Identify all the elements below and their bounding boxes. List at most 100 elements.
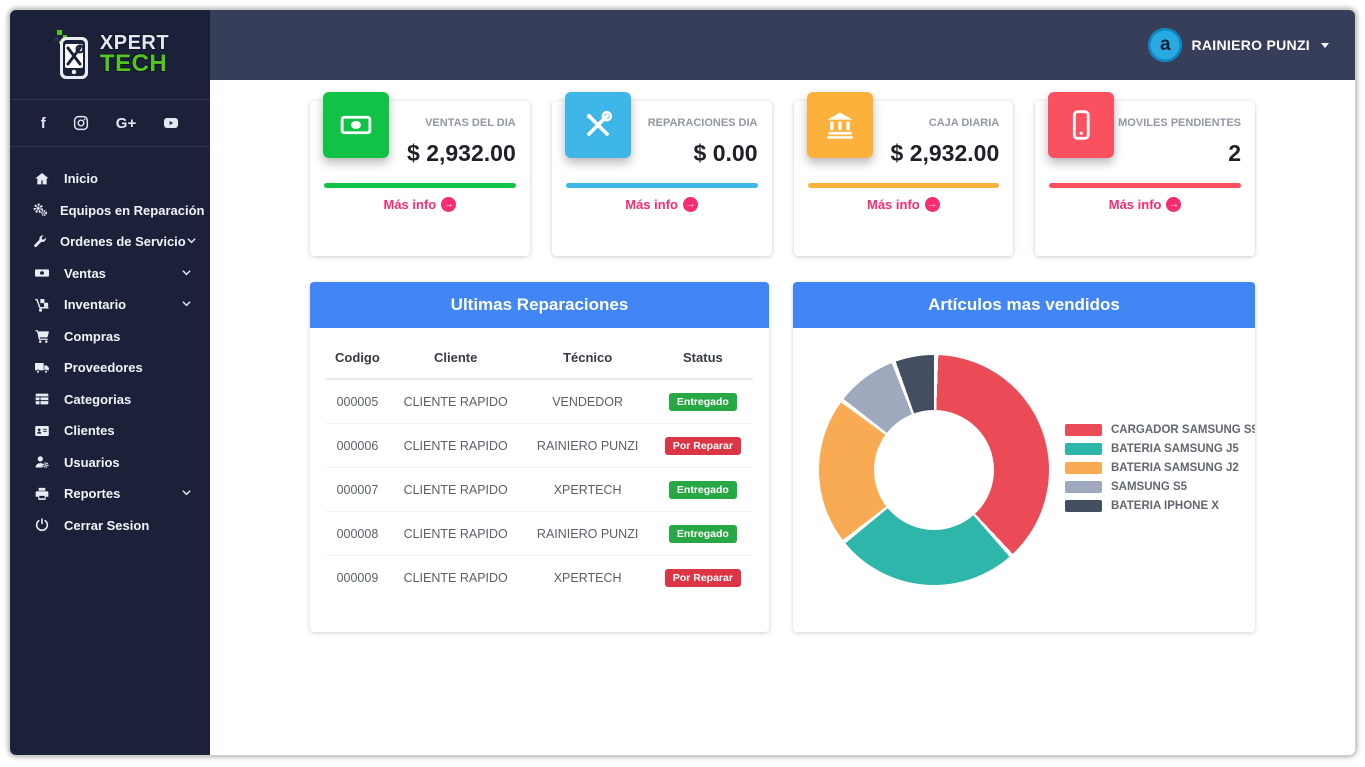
mobile-icon [1048,92,1115,158]
sidebar-item-categorias[interactable]: Categorias [10,384,210,416]
column-header: Técnico [522,337,653,380]
panel-title: Ultimas Reparaciones [310,282,769,328]
stat-accent-bar [565,183,758,188]
avatar: a [1148,28,1183,62]
sidebar-item-clientes[interactable]: Clientes [10,415,210,447]
gears-icon [32,202,48,218]
stat-value: 2 [1228,140,1241,166]
table-row: 000008 CLIENTE RAPIDO RAINIERO PUNZI Ent… [326,511,753,556]
status-badge: Entregado [668,524,737,543]
sidebar-item-inicio[interactable]: Inicio [10,163,210,195]
legend-item[interactable]: BATERIA SAMSUNG J2 [1065,462,1255,474]
legend-item[interactable]: BATERIA SAMSUNG J5 [1065,443,1255,455]
sidebar-item-usuarios[interactable]: Usuarios [10,447,210,479]
more-info-link[interactable]: Más info → [552,197,772,212]
brand-line-1: XPERT [99,32,170,55]
status-badge: Por Reparar [664,568,741,587]
top-navbar: a RAINIERO PUNZI [210,10,1355,80]
sidebar-item-cerrar-sesion[interactable]: Cerrar Sesion [10,510,210,542]
more-info-link[interactable]: Más info → [794,197,1014,212]
stat-value: $ 2,932.00 [890,140,1000,166]
money-bill-icon [323,92,389,158]
stat-card-moviles-pendientes: MOVILES PENDIENTES 2 Más info → [1035,92,1255,256]
chevron-down-icon [181,297,192,312]
sidebar-item-compras[interactable]: Compras [10,321,210,353]
phone-tools-logo-icon [53,29,88,79]
table-row: 000007 CLIENTE RAPIDO XPERTECH Entregado [326,467,753,512]
money-bill-icon [32,265,52,281]
stat-value: $ 2,932.00 [407,140,516,166]
truck-icon [32,360,52,376]
stat-label: REPARACIONES DIA [647,117,758,129]
stat-accent-bar [1049,183,1241,188]
legend-item[interactable]: CARGADOR SAMSUNG S9 [1065,424,1255,436]
sidebar-item-ventas[interactable]: Ventas [10,258,210,290]
sidebar-item-proveedores[interactable]: Proveedores [10,352,210,384]
youtube-icon[interactable] [163,115,179,131]
table-row: 000009 CLIENTE RAPIDO XPERTECH Por Repar… [326,555,753,599]
widgets-row: Ultimas Reparaciones Codigo Cliente Técn… [310,282,1255,632]
stat-label: MOVILES PENDIENTES [1118,117,1241,129]
stats-row: VENTAS DEL DIA $ 2,932.00 Más info → REP… [310,92,1255,256]
arrow-right-circle-icon: → [924,197,940,212]
legend-swatch [1065,481,1102,493]
stat-accent-bar [807,183,1000,188]
user-name: RAINIERO PUNZI [1191,37,1310,53]
power-icon [32,517,52,533]
stat-card-caja-diaria: CAJA DIARIA $ 2,932.00 Más info → [793,92,1014,256]
arrow-right-circle-icon: → [441,197,457,212]
chevron-down-icon [186,234,197,249]
legend-item[interactable]: SAMSUNG S5 [1065,481,1255,493]
stat-label: VENTAS DEL DIA [425,117,516,129]
home-icon [32,171,52,187]
status-badge: Entregado [668,480,737,499]
page-content: VENTAS DEL DIA $ 2,932.00 Más info → REP… [210,80,1355,755]
chevron-down-icon [181,266,192,281]
legend-swatch [1065,500,1102,512]
sidebar-item-reportes[interactable]: Reportes [10,478,210,510]
status-badge: Entregado [668,392,737,411]
facebook-icon[interactable]: f [40,114,46,132]
social-links: f G+ [10,100,210,147]
legend-swatch [1065,443,1102,455]
stat-card-reparaciones-dia: REPARACIONES DIA $ 0.00 Más info → [551,92,772,256]
chevron-down-icon [181,486,192,501]
tools-icon [564,92,631,158]
more-info-link[interactable]: Más info → [310,197,530,212]
more-info-link[interactable]: Más info → [1035,197,1255,212]
wrench-icon [32,234,48,250]
printer-icon [32,486,52,502]
sidebar: XPERT TECH f G+ Inicio Equipos en Repara… [10,10,210,755]
table-row: 000006 CLIENTE RAPIDO RAINIERO PUNZI Por… [326,423,753,468]
column-header: Codigo [326,337,389,380]
brand-text: XPERT TECH [99,32,170,77]
instagram-icon[interactable] [73,115,89,131]
legend-swatch [1065,462,1102,474]
sidebar-item-inventario[interactable]: Inventario [10,289,210,321]
articulos-mas-vendidos-panel: Artículos mas vendidos CARGADOR SAMSUNG … [793,282,1255,632]
stat-value: $ 0.00 [693,140,758,166]
brand-logo[interactable]: XPERT TECH [10,10,210,100]
sidebar-menu: Inicio Equipos en Reparación Ordenes de … [10,147,210,557]
chart-legend: CARGADOR SAMSUNG S9 BATERIA SAMSUNG J5 B… [1065,424,1255,519]
main-area: a RAINIERO PUNZI VENTAS DEL DIA $ 2,932.… [210,10,1355,755]
bank-icon [806,92,873,158]
legend-swatch [1065,424,1102,436]
stat-card-ventas-del-dia: VENTAS DEL DIA $ 2,932.00 Más info → [310,92,530,256]
app-window: XPERT TECH f G+ Inicio Equipos en Repara… [9,9,1356,756]
dolly-icon [32,297,52,313]
user-gear-icon [32,454,52,470]
donut-chart [819,355,1049,585]
arrow-right-circle-icon: → [682,197,698,212]
sidebar-item-ordenes-de-servicio[interactable]: Ordenes de Servicio [10,226,210,258]
legend-item[interactable]: BATERIA IPHONE X [1065,500,1255,512]
cart-icon [32,328,52,344]
google-plus-icon[interactable]: G+ [115,114,137,132]
column-header: Status [652,337,753,380]
stat-label: CAJA DIARIA [928,117,1000,129]
panel-title: Artículos mas vendidos [793,282,1255,328]
user-menu[interactable]: a RAINIERO PUNZI [1148,28,1329,62]
brand-line-2: TECH [99,49,168,77]
table-row: 000005 CLIENTE RAPIDO VENDEDOR Entregado [326,379,753,424]
sidebar-item-equipos-en-reparacion[interactable]: Equipos en Reparación [10,195,210,227]
